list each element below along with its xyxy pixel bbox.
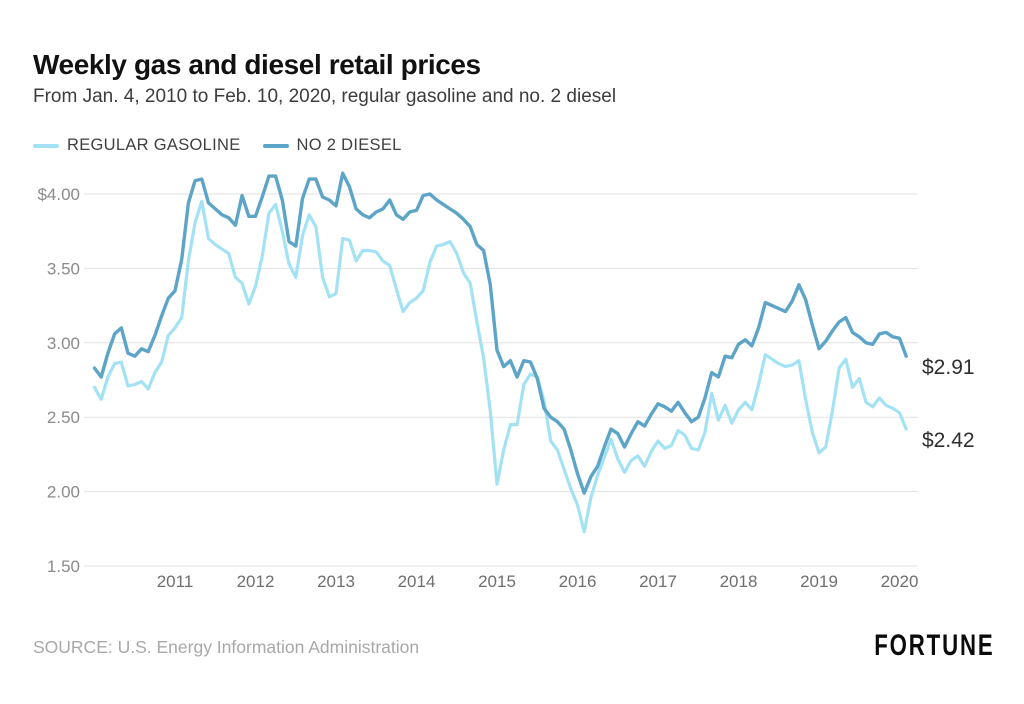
x-tick-label: 2012 bbox=[237, 572, 275, 591]
y-tick-label: 2.50 bbox=[47, 408, 80, 427]
x-tick-label: 2013 bbox=[317, 572, 355, 591]
fortune-logo: FORTUNE bbox=[873, 629, 994, 662]
chart-subtitle: From Jan. 4, 2010 to Feb. 10, 2020, regu… bbox=[33, 86, 617, 107]
y-tick-label: 2.00 bbox=[47, 483, 80, 502]
x-tick-label: 2015 bbox=[478, 572, 516, 591]
y-tick-label: 1.50 bbox=[47, 557, 80, 576]
x-tick-label: 2018 bbox=[720, 572, 758, 591]
x-tick-label: 2016 bbox=[559, 572, 597, 591]
legend-item-regular-gasoline: REGULAR GASOLINE bbox=[33, 136, 241, 155]
x-tick-label: 2020 bbox=[881, 572, 919, 591]
legend-item-no2-diesel: NO 2 DIESEL bbox=[262, 136, 402, 155]
x-tick-label: 2011 bbox=[157, 572, 194, 591]
y-tick-label: $4.00 bbox=[37, 185, 80, 204]
legend-label-diesel: NO 2 DIESEL bbox=[296, 136, 402, 154]
series-line-no-2-diesel bbox=[92, 171, 908, 495]
page-title: Weekly gas and diesel retail prices bbox=[33, 48, 481, 80]
end-label-no-2-diesel: $2.91 bbox=[922, 356, 975, 379]
legend-label-gasoline: REGULAR GASOLINE bbox=[67, 136, 241, 154]
end-label-regular-gasoline: $2.42 bbox=[922, 429, 975, 452]
series-line-regular-gasoline bbox=[92, 199, 908, 534]
x-tick-label: 2017 bbox=[639, 572, 677, 591]
x-tick-label: 2014 bbox=[398, 572, 436, 591]
x-tick-label: 2019 bbox=[800, 572, 838, 591]
diesel-line-swatch-icon bbox=[262, 143, 289, 148]
gasoline-line-swatch-icon bbox=[33, 143, 59, 148]
chart-legend: REGULAR GASOLINE NO 2 DIESEL bbox=[33, 136, 402, 155]
source-credit: SOURCE: U.S. Energy Information Administ… bbox=[33, 637, 420, 657]
y-tick-label: 3.50 bbox=[47, 259, 80, 278]
y-tick-label: 3.00 bbox=[47, 334, 80, 353]
